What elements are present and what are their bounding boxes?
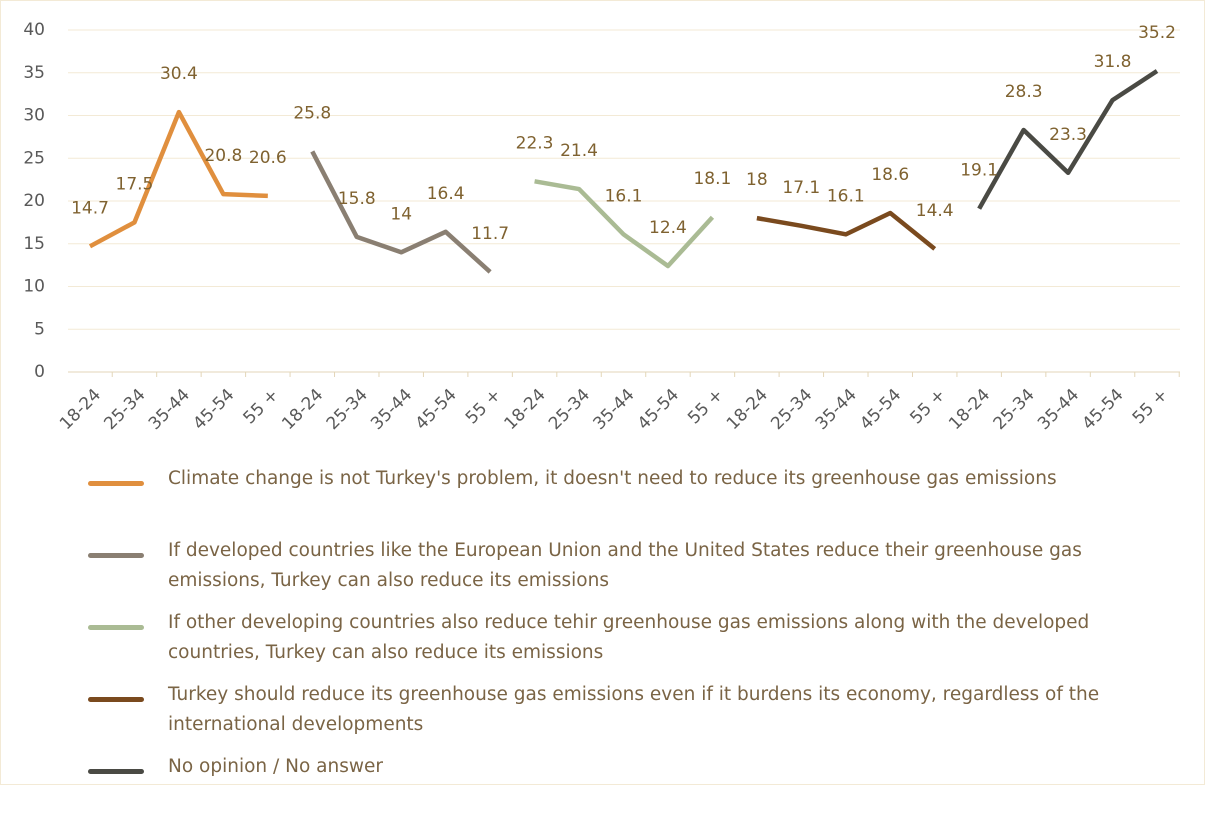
data-label: 12.4	[649, 218, 687, 238]
x-tick-label: 35-44	[145, 385, 194, 434]
legend-item: If developed countries like the European…	[88, 534, 1088, 606]
x-tick-label: 55 +	[684, 385, 727, 428]
legend-label: No opinion / No answer	[168, 756, 383, 777]
data-label: 20.6	[249, 148, 287, 168]
data-label: 15.8	[338, 189, 376, 209]
legend-swatch	[88, 697, 144, 702]
legend-swatch	[88, 553, 144, 558]
data-label: 16.1	[827, 186, 865, 206]
data-label: 35.2	[1138, 23, 1176, 43]
data-label: 22.3	[516, 133, 554, 153]
series-line	[88, 109, 268, 249]
data-label: 20.8	[204, 146, 242, 166]
data-label: 18	[746, 170, 768, 190]
x-tick-label: 18-24	[723, 385, 772, 434]
legend-swatch	[88, 625, 144, 630]
y-tick-label: 20	[23, 191, 45, 211]
x-tick-label: 18-24	[56, 385, 105, 434]
data-label: 14	[390, 204, 412, 224]
x-tick-label: 45-54	[189, 385, 238, 434]
data-label: 18.6	[871, 165, 909, 185]
series-line	[534, 179, 715, 269]
data-label: 21.4	[560, 141, 598, 161]
x-tick-label: 45-54	[412, 385, 461, 434]
data-label: 19.1	[960, 161, 998, 181]
y-tick-label: 35	[23, 63, 45, 83]
data-label: 14.7	[71, 198, 109, 218]
x-tick-label: 55 +	[240, 385, 283, 428]
data-label: 31.8	[1094, 52, 1132, 72]
data-label: 23.3	[1049, 125, 1087, 145]
x-tick-label: 25-34	[323, 385, 372, 434]
x-tick-label: 55 +	[906, 385, 949, 428]
y-tick-label: 10	[23, 277, 45, 297]
legend-label: Turkey should reduce its greenhouse gas …	[168, 684, 1100, 735]
x-tick-label: 25-34	[545, 385, 594, 434]
data-label: 17.1	[782, 178, 820, 198]
data-label: 11.7	[471, 224, 509, 244]
x-tick-label: 35-44	[589, 385, 638, 434]
legend-label: If other developing countries also reduc…	[168, 612, 1090, 663]
y-tick-label: 5	[34, 319, 45, 339]
data-label: 14.4	[916, 201, 954, 221]
x-tick-label: 45-54	[1079, 385, 1128, 434]
x-tick-label: 55 +	[1129, 385, 1172, 428]
legend-item: Turkey should reduce its greenhouse gas …	[88, 678, 1099, 750]
legend: Climate change is not Turkey's problem, …	[88, 462, 1099, 822]
series-line	[977, 69, 1159, 210]
legend-swatch	[88, 481, 144, 486]
legend-label: If developed countries like the European…	[168, 540, 1082, 591]
x-tick-label: 18-24	[278, 385, 327, 434]
x-tick-label: 25-34	[990, 385, 1039, 434]
x-tick-label: 18-24	[501, 385, 550, 434]
series-line	[756, 210, 937, 251]
data-label: 17.5	[116, 174, 154, 194]
data-label: 28.3	[1005, 82, 1043, 102]
x-tick-label: 18-24	[945, 385, 994, 434]
x-tick-label: 45-54	[856, 385, 905, 434]
x-tick-label: 25-34	[100, 385, 149, 434]
data-label: 18.1	[693, 169, 731, 189]
y-tick-label: 15	[23, 234, 45, 254]
x-tick-label: 55 +	[462, 385, 505, 428]
legend-item: If other developing countries also reduc…	[88, 606, 1089, 678]
data-label: 16.4	[427, 184, 465, 204]
legend-swatch	[88, 769, 144, 774]
y-tick-label: 25	[23, 148, 45, 168]
x-tick-label: 45-54	[634, 385, 683, 434]
x-tick-label: 35-44	[1034, 385, 1083, 434]
x-tick-label: 35-44	[812, 385, 861, 434]
legend-item: No opinion / No answer	[88, 750, 1088, 822]
x-tick-label: 25-34	[767, 385, 816, 434]
y-tick-label: 0	[34, 362, 45, 382]
series-line	[310, 150, 492, 274]
data-label: 16.1	[605, 186, 643, 206]
data-label: 25.8	[293, 103, 331, 123]
legend-item: Climate change is not Turkey's problem, …	[88, 462, 1088, 534]
data-label: 30.4	[160, 64, 198, 84]
x-tick-label: 35-44	[367, 385, 416, 434]
legend-label: Climate change is not Turkey's problem, …	[168, 468, 1057, 489]
y-tick-label: 30	[23, 106, 45, 126]
y-tick-label: 40	[23, 20, 45, 40]
